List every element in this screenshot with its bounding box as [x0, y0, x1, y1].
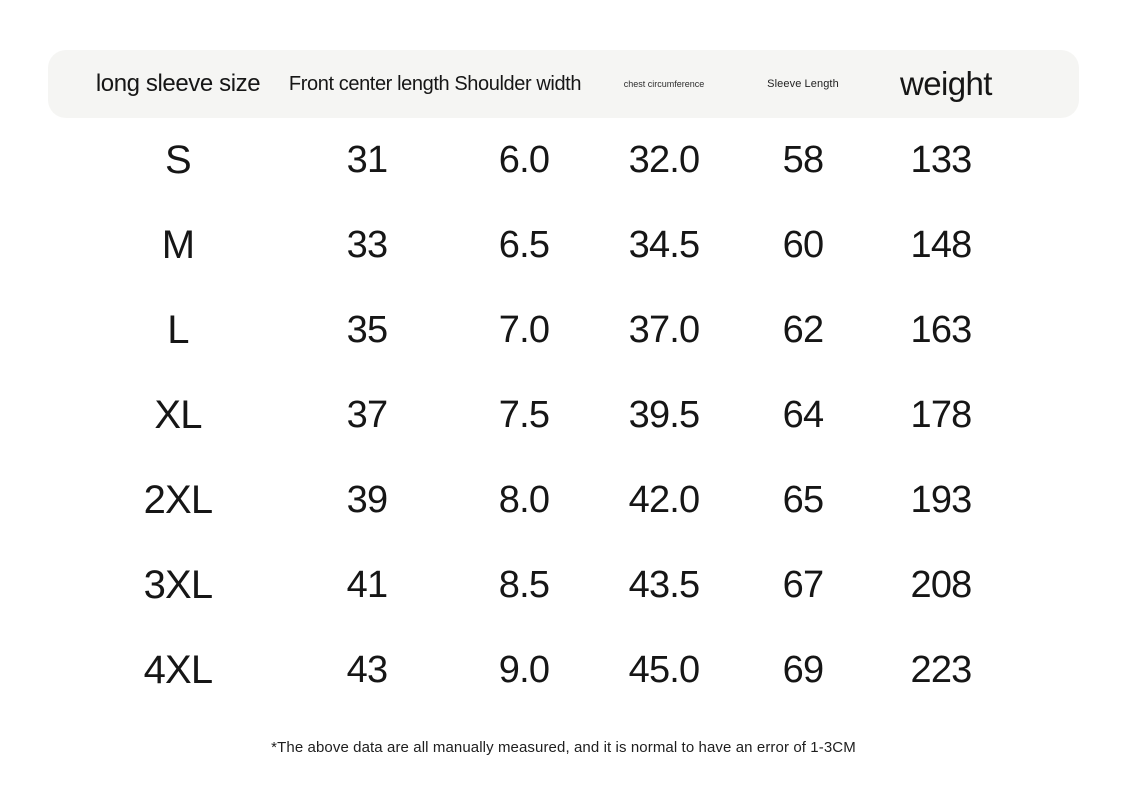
value-cell: 133 — [910, 139, 972, 181]
size-cell: S — [165, 138, 192, 182]
value-cell: 35 — [346, 309, 388, 351]
value-cell: 64 — [782, 394, 824, 436]
value-cell: 69 — [782, 649, 824, 691]
value-cell: 62 — [782, 309, 824, 351]
value-cell: 178 — [910, 394, 972, 436]
size-chart-table: long sleeve size Front center length Sho… — [48, 50, 1079, 756]
column-header-chest-circumference: chest circumference — [623, 79, 705, 89]
table-row-4xl: 4XL 43 9.0 45.0 69 223 — [48, 628, 1079, 713]
value-cell: 6.5 — [498, 224, 550, 266]
size-cell: M — [161, 223, 195, 267]
value-cell: 39 — [346, 479, 388, 521]
value-cell: 8.5 — [498, 564, 550, 606]
value-cell: 193 — [910, 479, 972, 521]
size-cell: 3XL — [143, 563, 214, 607]
value-cell: 33 — [346, 224, 388, 266]
value-cell: 7.0 — [498, 309, 550, 351]
size-cell: L — [167, 308, 189, 352]
measurement-disclaimer: *The above data are all manually measure… — [271, 739, 856, 756]
value-cell: 42.0 — [628, 479, 701, 521]
column-header-size: long sleeve size — [95, 70, 261, 97]
value-cell: 65 — [782, 479, 824, 521]
column-header-sleeve-length: Sleeve Length — [767, 78, 839, 90]
value-cell: 43.5 — [628, 564, 701, 606]
value-cell: 32.0 — [628, 139, 701, 181]
value-cell: 41 — [346, 564, 388, 606]
value-cell: 45.0 — [628, 649, 701, 691]
value-cell: 208 — [910, 564, 972, 606]
table-row-s: S 31 6.0 32.0 58 133 — [48, 118, 1079, 203]
table-row-m: M 33 6.5 34.5 60 148 — [48, 203, 1079, 288]
value-cell: 37.0 — [628, 309, 701, 351]
value-cell: 60 — [782, 224, 824, 266]
value-cell: 8.0 — [498, 479, 550, 521]
value-cell: 6.0 — [498, 139, 550, 181]
value-cell: 7.5 — [498, 394, 550, 436]
value-cell: 34.5 — [628, 224, 701, 266]
value-cell: 31 — [346, 139, 388, 181]
value-cell: 43 — [346, 649, 388, 691]
size-cell: 4XL — [143, 648, 214, 692]
table-row-l: L 35 7.0 37.0 62 163 — [48, 288, 1079, 373]
table-header-row: long sleeve size Front center length Sho… — [48, 50, 1079, 118]
table-row-2xl: 2XL 39 8.0 42.0 65 193 — [48, 458, 1079, 543]
value-cell: 37 — [346, 394, 388, 436]
column-header-front-center-length-shoulder-width: Front center length Shoulder width — [288, 72, 582, 95]
value-cell: 58 — [782, 139, 824, 181]
value-cell: 67 — [782, 564, 824, 606]
value-cell: 39.5 — [628, 394, 701, 436]
size-cell: XL — [154, 393, 202, 437]
value-cell: 148 — [910, 224, 972, 266]
table-row-3xl: 3XL 41 8.5 43.5 67 208 — [48, 543, 1079, 628]
column-header-weight: weight — [900, 65, 992, 102]
size-cell: 2XL — [143, 478, 214, 522]
value-cell: 9.0 — [498, 649, 550, 691]
value-cell: 163 — [910, 309, 972, 351]
table-row-xl: XL 37 7.5 39.5 64 178 — [48, 373, 1079, 458]
value-cell: 223 — [910, 649, 972, 691]
